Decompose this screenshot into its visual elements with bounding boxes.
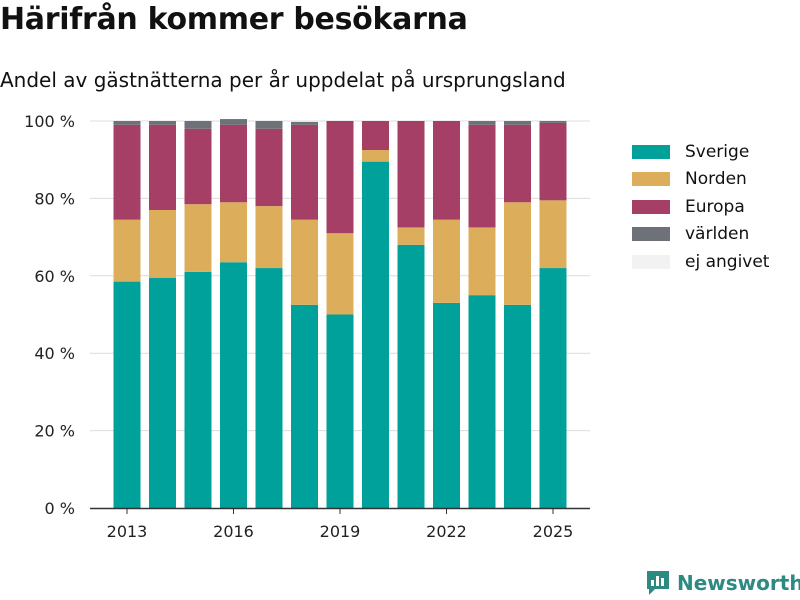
chart-subtitle: Andel av gästnätterna per år uppdelat på…: [0, 68, 566, 92]
legend-swatch: [632, 144, 670, 159]
bar-segment-sverige: [504, 304, 531, 508]
bar-segment-världen: [291, 121, 318, 125]
chart-title: Härifrån kommer besökarna: [0, 2, 468, 37]
bar-segment-europa: [468, 124, 496, 228]
bar-segment-sverige: [291, 304, 318, 508]
legend-swatch: [632, 199, 670, 214]
bar-segment-världen: [184, 121, 212, 129]
x-tick-label: 2019: [320, 522, 361, 541]
bar-segment-sverige: [184, 271, 212, 508]
bar-segment-norden: [362, 150, 389, 162]
bar-segment-ej-angivet: [291, 121, 318, 122]
bar-segment-norden: [326, 233, 354, 315]
brand-name: Newsworthy: [677, 571, 800, 595]
x-tick-label: 2025: [533, 522, 574, 541]
bar-segment-världen: [113, 121, 141, 125]
bar-segment-europa: [504, 124, 531, 203]
bar-segment-norden: [291, 219, 318, 305]
bar-segment-sverige: [255, 268, 283, 508]
legend-label: Europa: [685, 196, 745, 217]
bar-segment-europa: [433, 121, 460, 220]
bar-segment-världen: [255, 121, 283, 129]
legend-item: Sverige: [632, 138, 769, 166]
y-tick-label: 80 %: [34, 189, 75, 208]
x-tick-label: 2022: [426, 522, 467, 541]
bar-segment-sverige: [362, 161, 389, 508]
bar-segment-sverige: [468, 295, 496, 508]
newsworthy-logo: Newsworthy: [645, 569, 800, 597]
bar-segment-europa: [326, 121, 354, 234]
bar-segment-europa: [149, 124, 176, 211]
bar-segment-världen: [149, 121, 176, 125]
bar-segment-norden: [397, 227, 425, 245]
bar-segment-sverige: [149, 277, 176, 508]
y-tick-label: 40 %: [34, 344, 75, 363]
bar-segment-norden: [113, 219, 141, 282]
bar-segment-sverige: [397, 244, 425, 508]
y-tick-label: 20 %: [34, 422, 75, 441]
legend-item: Europa: [632, 193, 769, 221]
bar-segment-europa: [113, 124, 141, 220]
bar-segment-världen: [220, 119, 247, 125]
x-tick-label: 2013: [107, 522, 148, 541]
bar-segment-sverige: [113, 281, 141, 508]
bar-segment-norden: [433, 219, 460, 303]
bar-segment-europa: [362, 121, 389, 151]
bar-segment-norden: [184, 204, 212, 272]
legend-swatch: [632, 172, 670, 187]
bar-segment-norden: [220, 202, 247, 263]
y-tick-label: 0 %: [45, 499, 75, 518]
bar-segment-norden: [504, 202, 531, 305]
legend-label: Norden: [685, 169, 747, 190]
bar-chart-logo-icon: [647, 571, 669, 595]
bar-segment-europa: [184, 128, 212, 205]
legend-label: ej angivet: [685, 251, 770, 272]
bar-segment-världen: [504, 121, 531, 125]
bar-segment-europa: [397, 121, 425, 228]
bar-segment-europa: [255, 128, 283, 207]
bar-segment-sverige: [433, 302, 460, 508]
bar-segment-sverige: [220, 262, 247, 508]
bar-segment-europa: [539, 122, 567, 201]
legend-label: Sverige: [685, 141, 750, 162]
bar-segment-norden: [149, 210, 176, 278]
bar-segment-norden: [539, 200, 567, 269]
legend-label: världen: [685, 224, 750, 245]
legend: Sverige Norden Europa världen ej angivet: [632, 138, 769, 276]
legend-item: världen: [632, 221, 769, 249]
legend-item: Norden: [632, 166, 769, 194]
bar-segment-sverige: [326, 314, 354, 508]
bar-segment-norden: [468, 227, 496, 296]
bar-segment-världen: [539, 121, 567, 123]
x-tick-label: 2016: [213, 522, 254, 541]
bar-segment-världen: [468, 121, 496, 125]
legend-swatch: [632, 227, 670, 242]
y-tick-label: 60 %: [34, 267, 75, 286]
bar-segment-europa: [220, 124, 247, 203]
legend-item: ej angivet: [632, 248, 769, 276]
bar-segment-norden: [255, 206, 283, 269]
y-tick-label: 100 %: [24, 112, 75, 131]
legend-swatch: [632, 254, 670, 269]
bar-segment-europa: [291, 124, 318, 220]
bar-segment-sverige: [539, 268, 567, 508]
